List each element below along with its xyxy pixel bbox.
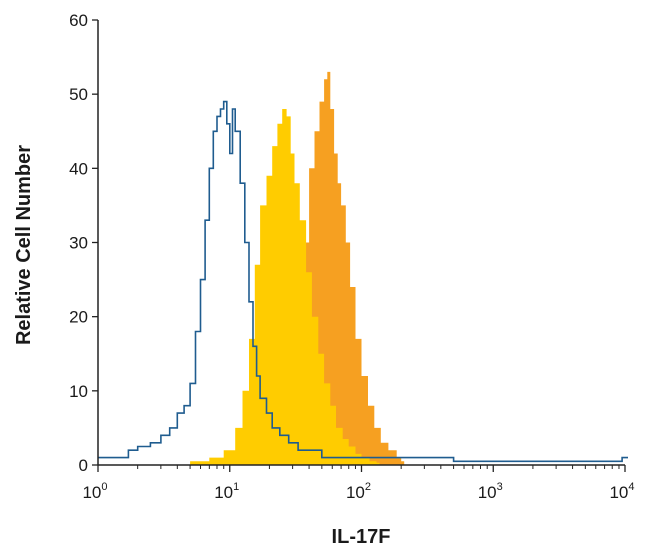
y-tick-label: 50 <box>69 85 88 104</box>
x-tick-label: 102 <box>346 481 371 502</box>
x-tick-label: 100 <box>82 481 107 502</box>
y-tick-label: 40 <box>69 159 88 178</box>
y-tick-label: 10 <box>69 382 88 401</box>
y-axis-title: Relative Cell Number <box>13 145 35 345</box>
y-tick-label: 60 <box>69 11 88 30</box>
histogram-series-2 <box>190 109 380 465</box>
y-tick-label: 30 <box>69 234 88 253</box>
x-axis-title: IL-17F <box>332 526 391 548</box>
x-tick-label: 101 <box>214 481 239 502</box>
y-tick-label: 0 <box>79 456 88 475</box>
series-layer <box>98 71 628 466</box>
x-tick-label: 104 <box>609 481 634 502</box>
x-tick-label: 103 <box>478 481 503 502</box>
histogram-series-3 <box>98 100 628 463</box>
ticks-layer: 0 10 20 30 40 50 60 100 101 102 103 104 <box>69 11 634 502</box>
y-tick-label: 20 <box>69 308 88 327</box>
